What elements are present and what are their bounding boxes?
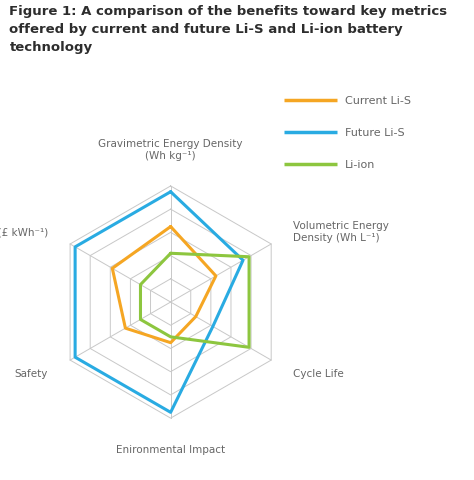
Text: Cycle Life: Cycle Life	[293, 368, 344, 378]
Text: Current Li-S: Current Li-S	[345, 96, 411, 106]
Text: Future Li-S: Future Li-S	[345, 128, 405, 137]
Text: Figure 1: A comparison of the benefits toward key metrics
offered by current and: Figure 1: A comparison of the benefits t…	[9, 5, 447, 54]
Text: Safety: Safety	[15, 368, 48, 378]
Text: Gravimetric Energy Density
(Wh kg⁻¹): Gravimetric Energy Density (Wh kg⁻¹)	[99, 139, 243, 161]
Text: Volumetric Energy
Density (Wh L⁻¹): Volumetric Energy Density (Wh L⁻¹)	[293, 220, 389, 243]
Text: Cost (£ kWh⁻¹): Cost (£ kWh⁻¹)	[0, 227, 48, 237]
Text: Li-ion: Li-ion	[345, 159, 375, 169]
Text: Enironmental Impact: Enironmental Impact	[116, 444, 225, 454]
